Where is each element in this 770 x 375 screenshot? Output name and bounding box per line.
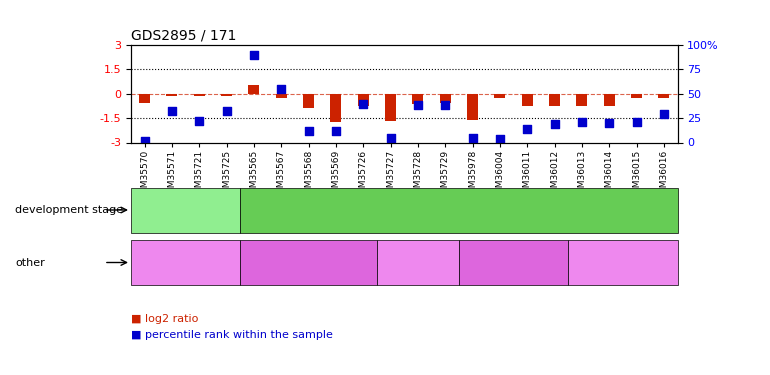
Bar [385,94,396,122]
Bar [631,94,642,98]
Point [248,52,260,58]
Text: 10 cm stem: 10 cm stem [426,205,492,215]
Text: 0 - 3 cm section: 0 - 3 cm section [267,258,350,267]
Text: other: other [15,258,45,267]
Text: 5 - 7 cm section: 5 - 7 cm section [472,258,555,267]
Bar [658,94,669,98]
Point [166,108,178,114]
Bar [276,94,286,98]
Bar [303,94,314,108]
Bar [467,94,478,120]
Bar [440,94,450,103]
Point [576,119,588,125]
Bar [194,94,205,96]
Text: 5 cm stem: 5 cm stem [156,205,215,215]
Point [439,102,451,108]
Text: development stage: development stage [15,205,123,215]
Point [603,120,615,126]
Point [412,102,424,108]
Point [330,128,342,134]
Bar [221,94,232,96]
Point [631,119,643,125]
Point [193,118,206,124]
Point [521,126,534,132]
Bar [249,85,259,94]
Text: 2 - 4 cm section: 2 - 4 cm section [144,258,227,267]
Bar [358,94,369,106]
Text: ■ percentile rank within the sample: ■ percentile rank within the sample [131,330,333,339]
Point [494,136,506,142]
Point [548,121,561,127]
Text: 3 - 5 cm section: 3 - 5 cm section [376,258,460,267]
Point [275,86,287,92]
Text: ■ log2 ratio: ■ log2 ratio [131,315,199,324]
Bar [577,94,588,106]
Bar [604,94,614,106]
Bar [549,94,560,106]
Bar [330,94,341,122]
Text: 7 - 9 cm section: 7 - 9 cm section [581,258,665,267]
Point [139,138,151,144]
Point [658,111,670,117]
Point [384,135,397,141]
Bar [522,94,533,106]
Point [357,100,370,106]
Bar [494,94,505,98]
Point [467,135,479,141]
Bar [139,94,150,103]
Text: GDS2895 / 171: GDS2895 / 171 [131,28,236,42]
Bar [413,94,424,104]
Point [220,108,233,114]
Point [303,128,315,134]
Bar [166,94,177,96]
